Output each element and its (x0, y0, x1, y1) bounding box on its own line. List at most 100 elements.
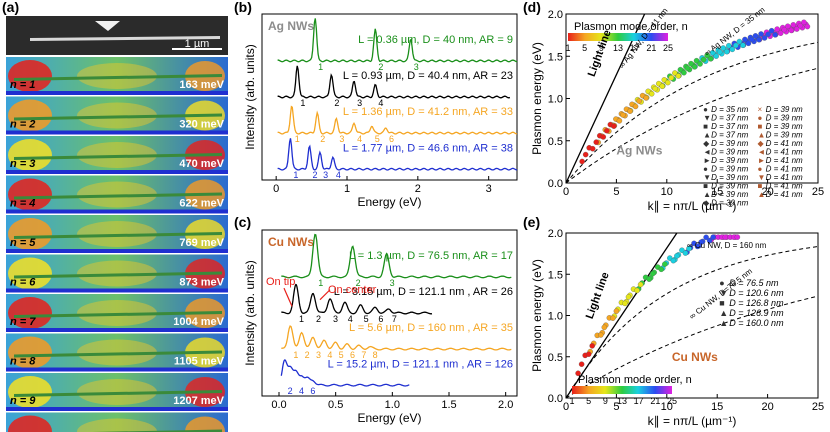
tile-n-label: n = 6 (10, 277, 36, 289)
panel-label-b: (b) (234, 0, 252, 15)
spectrum-line-blue (277, 138, 518, 171)
legend-entry: D = 41 nm (766, 173, 803, 182)
peak-number: 1 (295, 134, 300, 144)
legend-marker: ▲ (758, 190, 766, 199)
legend-marker: ◆ (703, 139, 710, 148)
x-tick-label: 1.0 (385, 399, 400, 411)
hotspot-left (8, 139, 52, 171)
tile-n-label: n = 4 (10, 198, 35, 210)
data-point (622, 300, 628, 307)
data-point (643, 95, 649, 101)
peak-number: 1 (300, 98, 305, 108)
x-tick-label: 3 (486, 183, 492, 195)
legend-marker: ● (719, 278, 724, 288)
tile-bottom-strip (6, 249, 228, 253)
data-point (700, 56, 707, 63)
tile-n-label: n = 8 (10, 356, 36, 368)
series-label: L = 0.93 µm, D = 40.4 nm, AR = 23 (343, 70, 513, 82)
data-point (761, 35, 768, 41)
data-point (706, 237, 713, 244)
tile-bottom-strip (6, 367, 228, 372)
peak-number: 3 (333, 314, 338, 324)
data-point (598, 332, 604, 338)
tile-bottom-strip (6, 328, 228, 332)
data-point (729, 46, 736, 53)
legend-marker: ► (703, 156, 711, 165)
peak-number: 4 (378, 98, 383, 108)
y-tick-label: 2.0 (548, 9, 563, 21)
data-point (670, 257, 677, 264)
panel-label-d: (d) (523, 0, 541, 15)
peak-number: 1 (293, 350, 298, 360)
legend-marker: ■ (758, 182, 763, 191)
data-point (726, 42, 732, 49)
legend-marker: ▼ (758, 173, 766, 182)
legend-marker: ▼ (703, 114, 711, 123)
spectrum-line-blue (280, 359, 410, 387)
hotspot-center (77, 379, 157, 405)
legend-entry: D = 41 nm (766, 139, 803, 148)
legend-entry: D = 41 nm (766, 182, 803, 191)
legend-entry: D = 41 nm (766, 156, 803, 165)
data-point (589, 145, 596, 152)
dispersion-curve-1 (565, 41, 819, 184)
hotspot-center (77, 300, 157, 326)
legend-entry: D = 39 nm (766, 114, 803, 123)
legend-entry: D = 126.9 nm (729, 308, 784, 318)
panel-label-c: (c) (234, 214, 252, 230)
x-tick-label: 2 (415, 183, 421, 195)
spectrum-line-orange (281, 325, 512, 351)
y-tick-label: 1.0 (548, 94, 563, 106)
peak-number: 1 (293, 170, 298, 180)
data-point (600, 134, 607, 140)
peak-number: 2 (316, 314, 321, 324)
data-point (756, 36, 762, 43)
colorbar-tick: 17 (630, 43, 640, 53)
legend-marker: ▲ (719, 318, 728, 328)
data-point (616, 118, 623, 124)
series-label: L = 1.3 µm, D = 76.5 nm, AR = 17 (349, 250, 513, 262)
hotspot-center (77, 142, 157, 168)
panel-label-e: (e) (523, 214, 541, 230)
nanowire-shadow (14, 232, 222, 239)
y-axis-label: Intensity (arb. units) (243, 44, 257, 149)
data-point (662, 261, 668, 267)
tile-n-label: n = 1 (10, 79, 35, 91)
data-point (745, 40, 752, 47)
tile-bottom-strip (6, 170, 228, 174)
peak-number: 2 (320, 134, 325, 144)
x-tick-label: 0 (563, 401, 569, 413)
hotspot-left (8, 178, 52, 211)
legend-entry: D = 39 nm (711, 156, 748, 165)
legend-marker: ■ (719, 298, 724, 308)
peak-number: 3 (316, 350, 321, 360)
x-tick-label: 10 (661, 401, 673, 413)
y-axis-label: Plasmon energy (eV) (530, 42, 544, 155)
data-point (632, 103, 639, 110)
data-point (672, 70, 678, 76)
annotation-on-center: On center (328, 284, 377, 296)
scale-bar-label: 1 µm (185, 38, 210, 50)
hotspot-center (77, 221, 157, 247)
data-point (665, 79, 671, 86)
panel-d: 0 5 10 15 20 250.00.51.01.52.0k∥ = nπ/L (µm⁻¹… (530, 5, 824, 213)
x-tick-label: 15 (711, 186, 723, 198)
data-point (720, 45, 726, 51)
tile-energy-label: 622 meV (179, 198, 224, 210)
light-line (565, 13, 646, 184)
colorbar-tick: 21 (650, 396, 660, 406)
data-point (589, 343, 595, 349)
hotspot-center (77, 418, 157, 432)
legend-entry: D = 39 nm (766, 105, 803, 114)
data-point (704, 52, 710, 59)
dispersion-curve-2 (565, 67, 819, 184)
legend-entry: D = 37 nm (711, 131, 748, 140)
tile-energy-label: 769 meV (179, 237, 224, 249)
x-axis-label: k∥ = nπ/L (µm⁻¹) (648, 414, 737, 428)
data-point (620, 112, 626, 118)
legend-marker: ● (758, 165, 763, 174)
hotspot-center (77, 102, 157, 129)
peak-number: 5 (339, 350, 344, 360)
peak-number: 2 (356, 278, 361, 288)
